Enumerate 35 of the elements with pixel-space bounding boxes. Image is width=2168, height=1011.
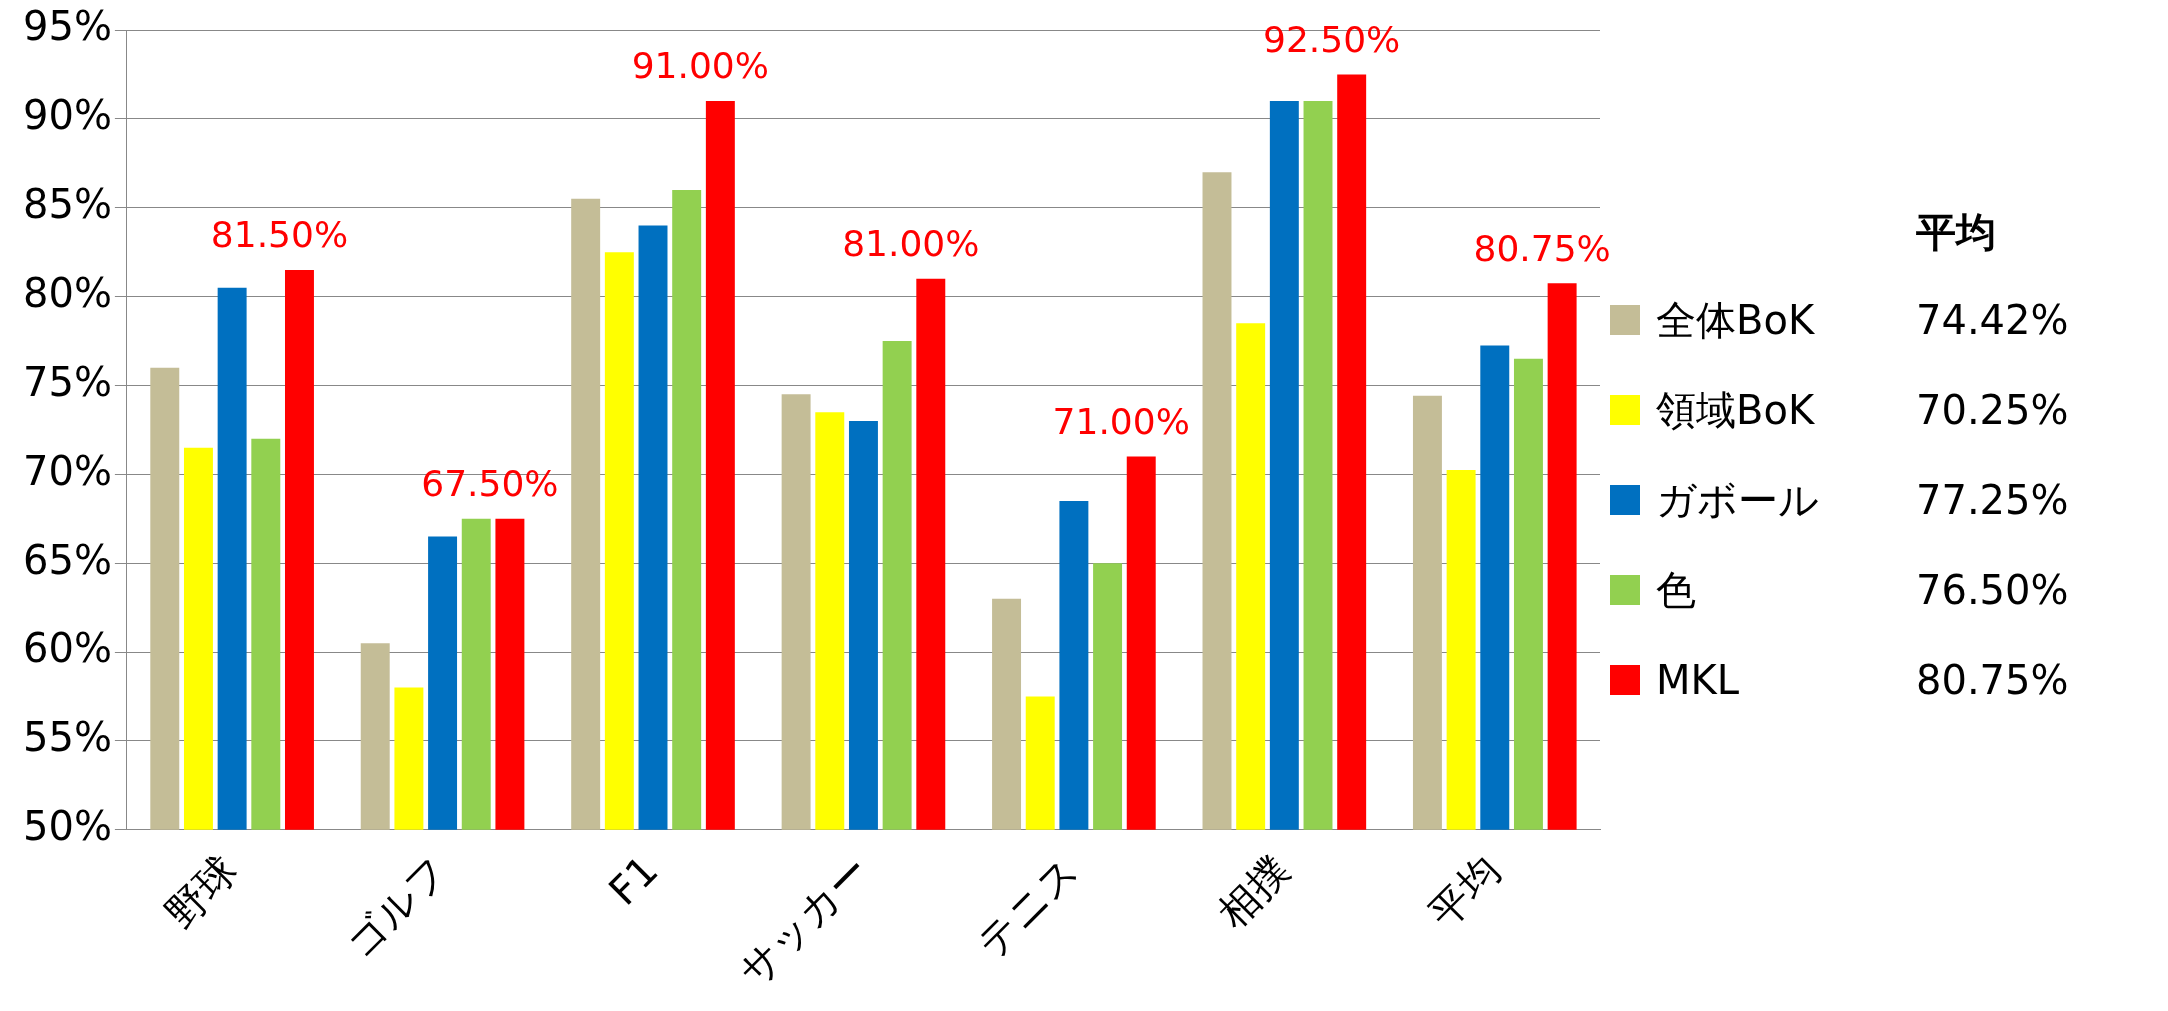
text: 77.25% xyxy=(1916,477,2069,523)
y-tick-label: 85% xyxy=(23,181,112,228)
legend-label: MKL xyxy=(1656,657,1741,703)
y-tick-label: 90% xyxy=(23,92,112,139)
x-tick-label: 平均 xyxy=(1419,846,1509,937)
legend-label: ガボール xyxy=(1656,475,1820,525)
legend-label: 色 xyxy=(1656,565,1697,615)
x-tick-label: ゴルフ xyxy=(336,846,457,967)
legend-title: 平均 xyxy=(1915,208,1997,257)
text: 74.42% xyxy=(1916,297,2069,343)
x-tick-label: F1 xyxy=(599,846,667,914)
x-tick-label: サッカー xyxy=(729,846,878,995)
y-tick-label: 55% xyxy=(23,714,112,761)
data-label: 71.00% xyxy=(1052,400,1190,442)
text: 80.75% xyxy=(1916,657,2069,703)
x-tick-label: 野球 xyxy=(156,846,246,937)
y-tick-label: 80% xyxy=(23,269,112,316)
legend-label: 領域BoK xyxy=(1656,385,1816,435)
data-label: 67.50% xyxy=(421,463,559,505)
data-label: 80.75% xyxy=(1473,227,1611,269)
data-label: 81.00% xyxy=(842,223,980,265)
x-tick-label: テニス xyxy=(968,846,1088,967)
x-tick-label: 相撲 xyxy=(1208,846,1299,937)
y-tick-label: 70% xyxy=(23,447,112,494)
text: 70.25% xyxy=(1916,387,2069,433)
y-tick-label: 50% xyxy=(23,803,112,850)
text: 76.50% xyxy=(1916,567,2069,613)
legend-label: 全体BoK xyxy=(1656,295,1816,345)
y-tick-label: 60% xyxy=(23,625,112,672)
y-tick-label: 95% xyxy=(23,3,112,50)
data-label: 91.00% xyxy=(631,45,769,87)
data-label: 92.50% xyxy=(1263,18,1401,60)
y-tick-label: 75% xyxy=(23,358,112,405)
y-tick-label: 65% xyxy=(23,536,112,583)
data-label: 81.50% xyxy=(210,214,349,256)
